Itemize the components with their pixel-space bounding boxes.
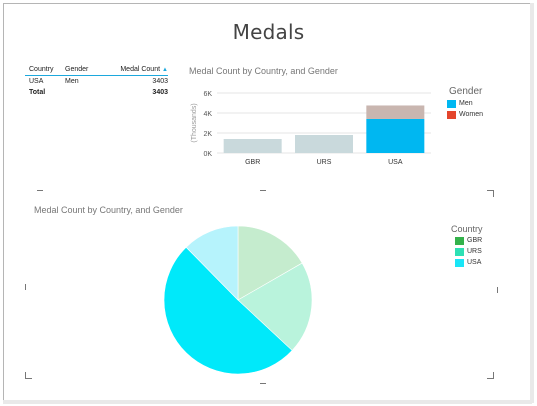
legend-item-men[interactable]: Men — [447, 100, 507, 109]
col-header-medal-count-label: Medal Count — [120, 66, 161, 73]
canvas-edge-bottom — [3, 400, 532, 404]
visual-resize-handle-right[interactable] — [491, 287, 498, 293]
legend-item-women[interactable]: Women — [447, 111, 507, 120]
y-tick-label: 4K — [203, 111, 212, 118]
legend-label-urs: URS — [467, 248, 482, 255]
table-header-row: Country Gender Medal Count ▲ — [25, 64, 168, 76]
legend-swatch-usa — [455, 259, 464, 267]
visual-corner-tl — [37, 190, 43, 197]
y-tick-label: 2K — [203, 131, 212, 138]
x-tick-label: USA — [388, 159, 403, 166]
cell-gender: Men — [65, 78, 79, 85]
bar-chart-title: Medal Count by Country, and Gender — [189, 66, 338, 76]
legend-swatch-men — [447, 100, 456, 108]
legend-label-usa: USA — [467, 259, 482, 266]
gender-legend-title: Gender — [449, 86, 483, 97]
y-tick-label: 0K — [203, 151, 212, 158]
country-legend-title: Country — [451, 224, 483, 234]
legend-item-usa[interactable]: USA — [455, 259, 505, 268]
total-value: 3403 — [152, 89, 168, 96]
visual-corner-bl[interactable] — [25, 372, 32, 379]
bar-usa-women[interactable] — [366, 105, 425, 119]
y-axis-title: (Thousands) — [191, 103, 198, 142]
cell-medal-count: 3403 — [152, 78, 168, 85]
pie-slice-gbr[interactable] — [237, 225, 303, 301]
visual-resize-handle-bottom[interactable] — [260, 377, 266, 384]
sort-ascending-icon: ▲ — [162, 67, 168, 73]
visual-resize-handle-top[interactable] — [260, 190, 266, 197]
visual-corner-tr[interactable] — [487, 190, 494, 197]
visual-corner-br[interactable] — [487, 372, 494, 379]
col-header-country[interactable]: Country — [29, 66, 54, 73]
visual-resize-handle-left[interactable] — [25, 284, 32, 290]
bar-usa-men[interactable] — [366, 118, 425, 153]
y-tick-label: 6K — [203, 91, 212, 98]
canvas-edge-right — [530, 3, 534, 403]
legend-label-gbr: GBR — [467, 237, 483, 244]
legend-label-women: Women — [459, 111, 483, 118]
pie-chart-title: Medal Count by Country, and Gender — [34, 205, 183, 215]
pie-slice-usa[interactable] — [163, 246, 293, 375]
table-total-row: Total 3403 — [25, 87, 168, 99]
table-row[interactable]: USA Men 3403 — [25, 76, 168, 87]
legend-swatch-women — [447, 111, 456, 119]
pie-chart[interactable] — [160, 222, 316, 378]
legend-item-gbr[interactable]: GBR — [455, 237, 505, 246]
page-title: Medals — [232, 20, 305, 44]
legend-swatch-gbr — [455, 237, 464, 245]
col-header-gender[interactable]: Gender — [65, 66, 89, 73]
bar-urs-men[interactable] — [295, 135, 353, 153]
legend-swatch-urs — [455, 248, 464, 256]
bar-gbr-men[interactable] — [223, 139, 282, 153]
stacked-column-chart[interactable]: 0K 2K 4K 6K (Thousands) GBR URS USA — [189, 84, 435, 170]
x-tick-label: GBR — [245, 159, 260, 166]
col-header-medal-count[interactable]: Medal Count ▲ — [120, 66, 168, 73]
x-tick-label: URS — [317, 159, 332, 166]
pie-slice-other[interactable] — [185, 225, 239, 301]
medal-table[interactable]: Country Gender Medal Count ▲ USA Men 3403… — [25, 64, 168, 99]
cell-country: USA — [29, 78, 44, 85]
legend-item-urs[interactable]: URS — [455, 248, 505, 257]
legend-label-men: Men — [459, 100, 473, 107]
pie-slice-urs[interactable] — [237, 262, 313, 351]
total-label: Total — [29, 89, 46, 96]
